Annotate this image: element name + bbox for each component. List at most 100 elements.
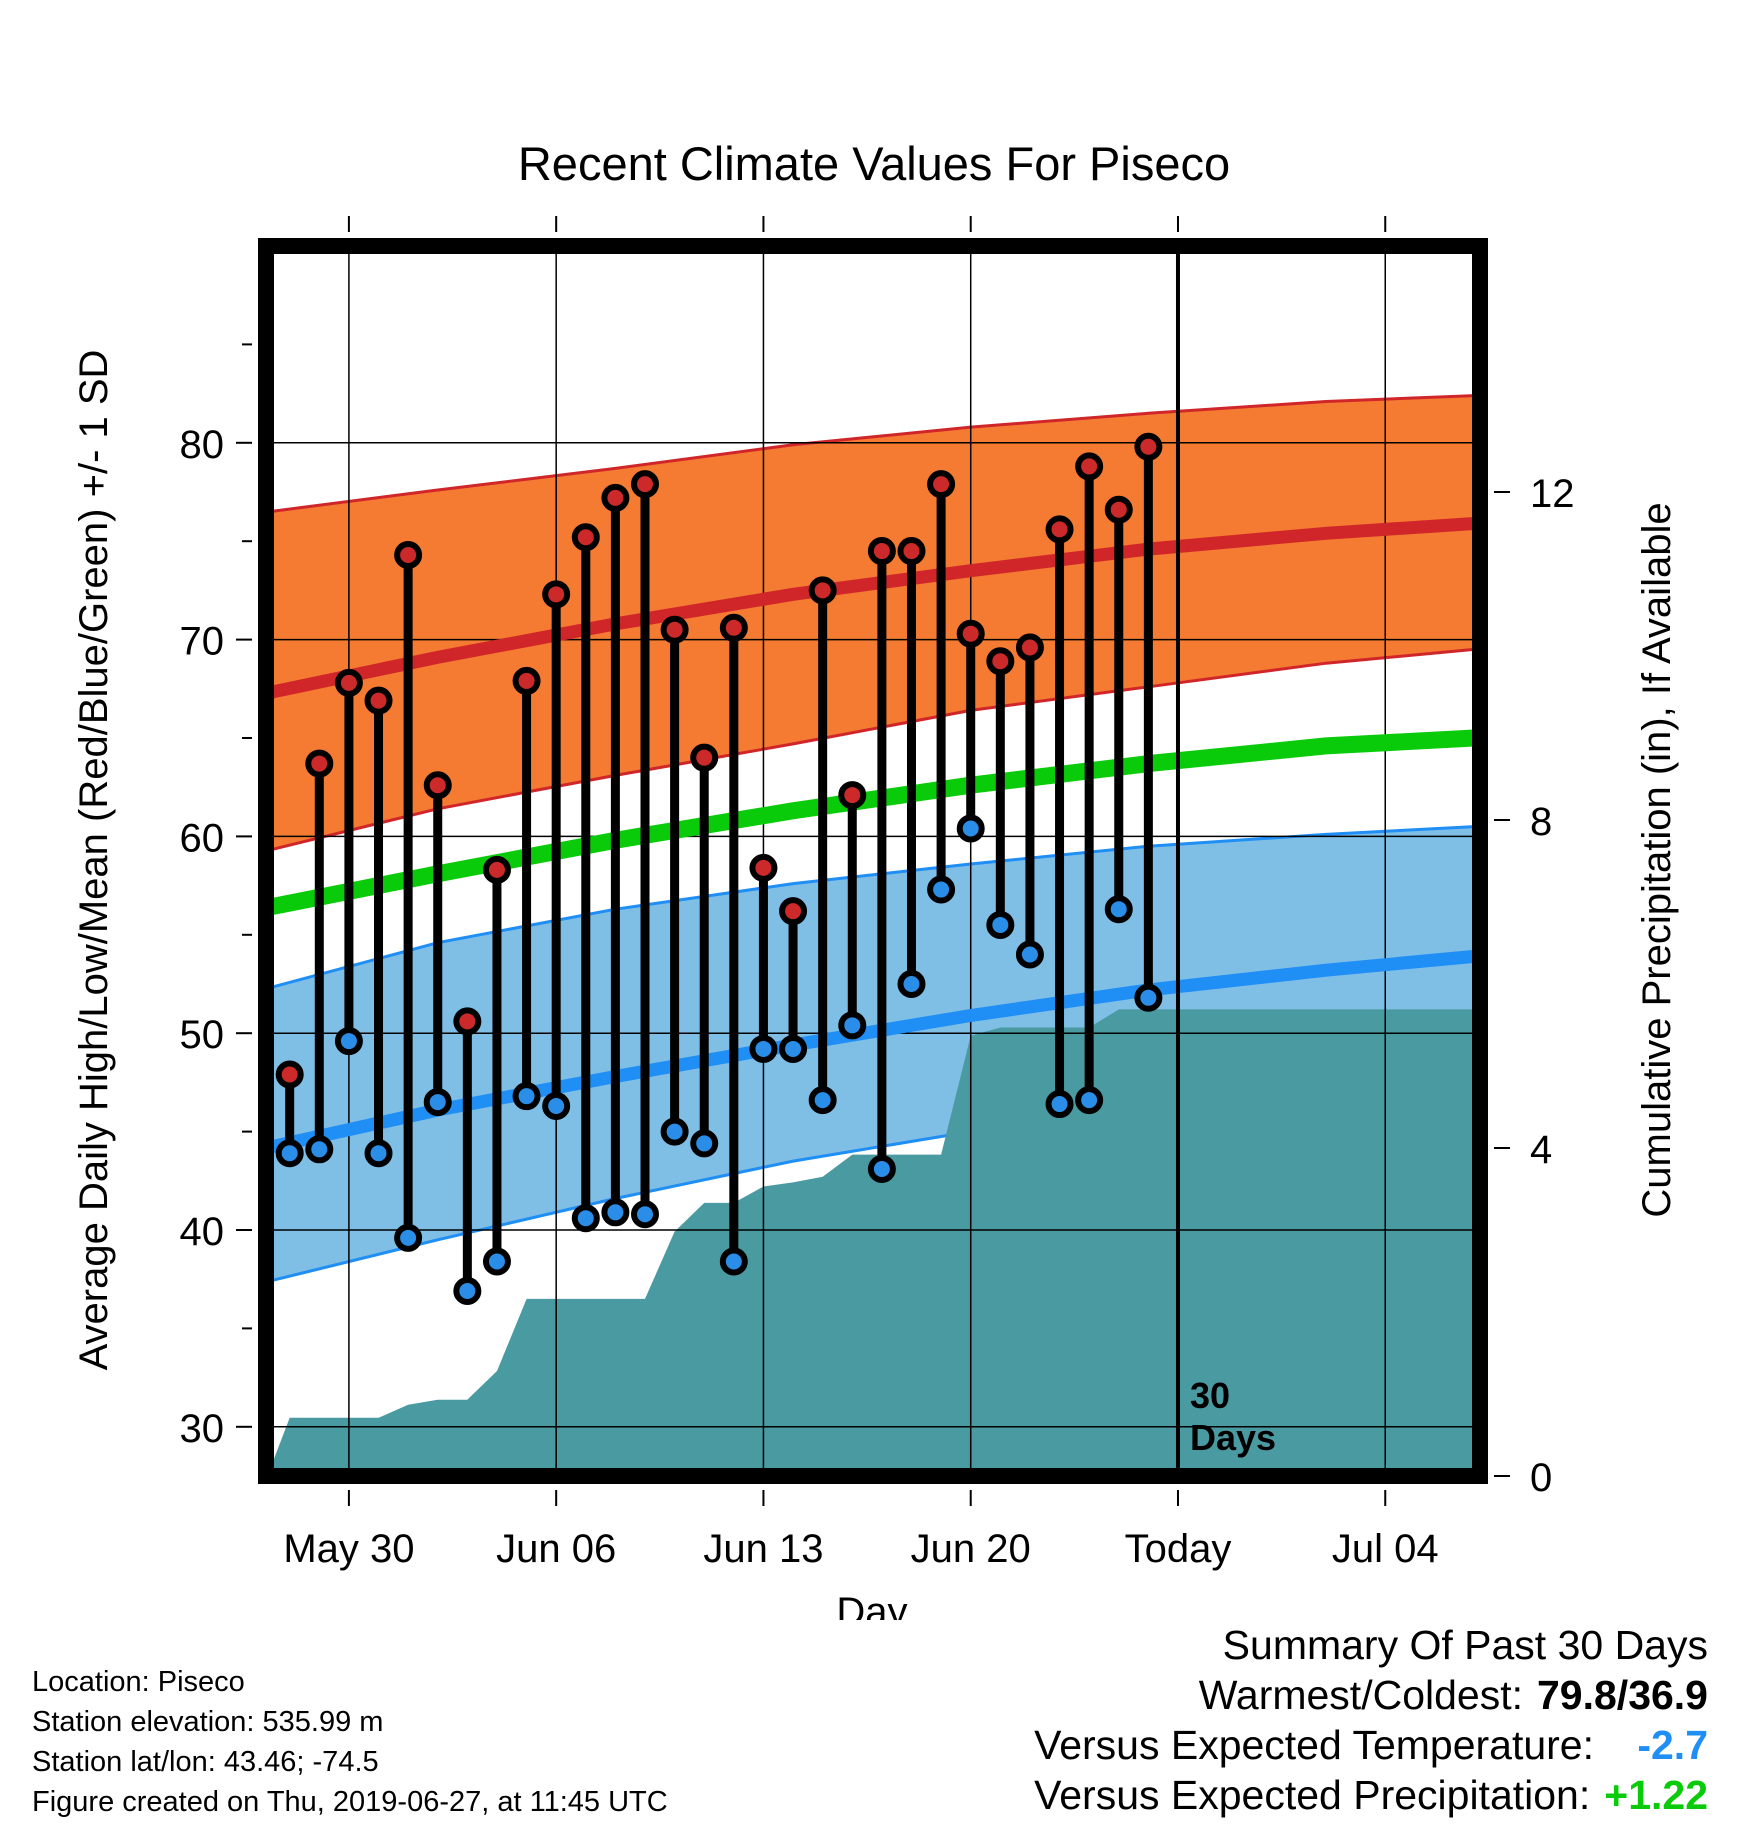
x-tick-label: Today	[1125, 1527, 1232, 1571]
daily-high-point	[867, 537, 896, 566]
chart-title: Recent Climate Values For Piseco	[518, 137, 1230, 190]
daily-low-point	[601, 1198, 630, 1227]
daily-low-point	[571, 1204, 600, 1233]
daily-low-point	[275, 1139, 304, 1168]
x-tick-label: Jun 20	[911, 1527, 1031, 1571]
daily-high-point	[779, 897, 808, 926]
daily-low-point	[364, 1139, 393, 1168]
y2-tick-label: 0	[1530, 1456, 1552, 1500]
cumulative-precip-area	[269, 1009, 1475, 1476]
y2-tick-label: 8	[1530, 800, 1552, 844]
daily-low-point	[927, 875, 956, 904]
daily-low-point	[1134, 983, 1163, 1012]
y2-tick-label: 12	[1530, 472, 1575, 516]
daily-high-point	[305, 749, 334, 778]
precip-row: Versus Expected Precipitation: +1.22	[1034, 1770, 1708, 1820]
temp-row: Versus Expected Temperature: -2.7	[1034, 1720, 1708, 1770]
daily-low-point	[660, 1117, 689, 1146]
daily-high-point	[719, 613, 748, 642]
daily-low-point	[808, 1086, 837, 1115]
daily-low-point	[305, 1135, 334, 1164]
station-info: Location: Piseco Station elevation: 535.…	[32, 1662, 668, 1822]
daily-high-point	[275, 1060, 304, 1089]
precip-label: Versus Expected Precipitation:	[1034, 1772, 1591, 1818]
daily-high-point	[453, 1007, 482, 1036]
daily-high-point	[956, 619, 985, 648]
daily-high-point	[986, 647, 1015, 676]
daily-low-point	[482, 1247, 511, 1276]
daily-high-point	[631, 470, 660, 499]
daily-high-point	[749, 853, 778, 882]
daily-low-point	[986, 910, 1015, 939]
plot-inner: 30 Days	[266, 246, 1480, 1476]
plot-frame	[258, 238, 1488, 1484]
precip-value: +1.22	[1604, 1772, 1708, 1818]
daily-low-point	[394, 1223, 423, 1252]
climate-chart: Recent Climate Values For Piseco 30 Days3…	[72, 137, 1679, 1620]
today-label-line: Days	[1190, 1417, 1276, 1458]
daily-high-point	[1134, 432, 1163, 461]
x-tick-label: Jun 13	[703, 1527, 823, 1571]
y2-axis-label: Cumulative Precipitation (in), If Availa…	[1635, 502, 1679, 1217]
y-tick-label: 30	[180, 1407, 225, 1451]
daily-high-point	[1015, 633, 1044, 662]
daily-high-point	[927, 470, 956, 499]
daily-high-point	[660, 615, 689, 644]
daily-high-point	[601, 483, 630, 512]
daily-high-point	[334, 668, 363, 697]
summary-panel: Summary Of Past 30 Days Warmest/Coldest:…	[1034, 1620, 1708, 1820]
y-tick-label: 80	[180, 423, 225, 467]
x-tick-label: Jul 04	[1332, 1527, 1439, 1571]
high-upper-edge	[268, 394, 1475, 514]
warmest-value: 79.8/36.9	[1537, 1672, 1708, 1718]
y-tick-label: 70	[180, 620, 225, 664]
warmest-row: Warmest/Coldest: 79.8/36.9	[1034, 1670, 1708, 1720]
daily-low-point	[867, 1154, 896, 1183]
daily-low-point	[956, 814, 985, 843]
today-label: 30 Days	[1190, 1375, 1276, 1458]
daily-low-point	[512, 1082, 541, 1111]
daily-low-point	[542, 1092, 571, 1121]
daily-low-point	[423, 1088, 452, 1117]
elevation-text: Station elevation: 535.99 m	[32, 1706, 384, 1738]
daily-low-point	[749, 1034, 778, 1063]
x-tick-label: May 30	[283, 1527, 414, 1571]
daily-high-point	[838, 781, 867, 810]
y-axis-label: Average Daily High/Low/Mean (Red/Blue/Gr…	[72, 350, 116, 1371]
daily-low-point	[779, 1034, 808, 1063]
daily-high-point	[1104, 495, 1133, 524]
y-tick-label: 40	[180, 1210, 225, 1254]
daily-low-point	[334, 1027, 363, 1056]
daily-high-point	[364, 686, 393, 715]
daily-low-point	[631, 1200, 660, 1229]
temp-label: Versus Expected Temperature:	[1034, 1722, 1594, 1768]
y-tick-label: 60	[180, 816, 225, 860]
daily-low-point	[1045, 1090, 1074, 1119]
high-sd-band	[269, 395, 1475, 851]
daily-high-point	[542, 580, 571, 609]
daily-high-point	[423, 771, 452, 800]
daily-low-point	[690, 1129, 719, 1158]
today-label-line: 30	[1190, 1375, 1230, 1416]
daily-low-point	[453, 1277, 482, 1306]
daily-low-point	[1015, 940, 1044, 969]
daily-high-point	[897, 537, 926, 566]
daily-high-point	[571, 523, 600, 552]
warmest-label: Warmest/Coldest:	[1198, 1672, 1523, 1718]
latlon-text: Station lat/lon: 43.46; -74.5	[32, 1746, 379, 1778]
daily-low-point	[838, 1011, 867, 1040]
daily-low-point	[1104, 895, 1133, 924]
daily-high-point	[690, 743, 719, 772]
x-tick-label: Jun 06	[496, 1527, 616, 1571]
summary-title: Summary Of Past 30 Days	[1222, 1622, 1708, 1668]
daily-high-point	[394, 540, 423, 569]
y-tick-label: 50	[180, 1013, 225, 1057]
y2-tick-label: 4	[1530, 1128, 1552, 1172]
created-text: Figure created on Thu, 2019-06-27, at 11…	[32, 1786, 668, 1818]
low-sd-band	[269, 826, 1475, 1282]
daily-high-point	[512, 666, 541, 695]
daily-high-point	[1075, 452, 1104, 481]
daily-high-point	[808, 576, 837, 605]
location-text: Location: Piseco	[32, 1666, 245, 1698]
x-axis-label: Day	[836, 1590, 907, 1620]
